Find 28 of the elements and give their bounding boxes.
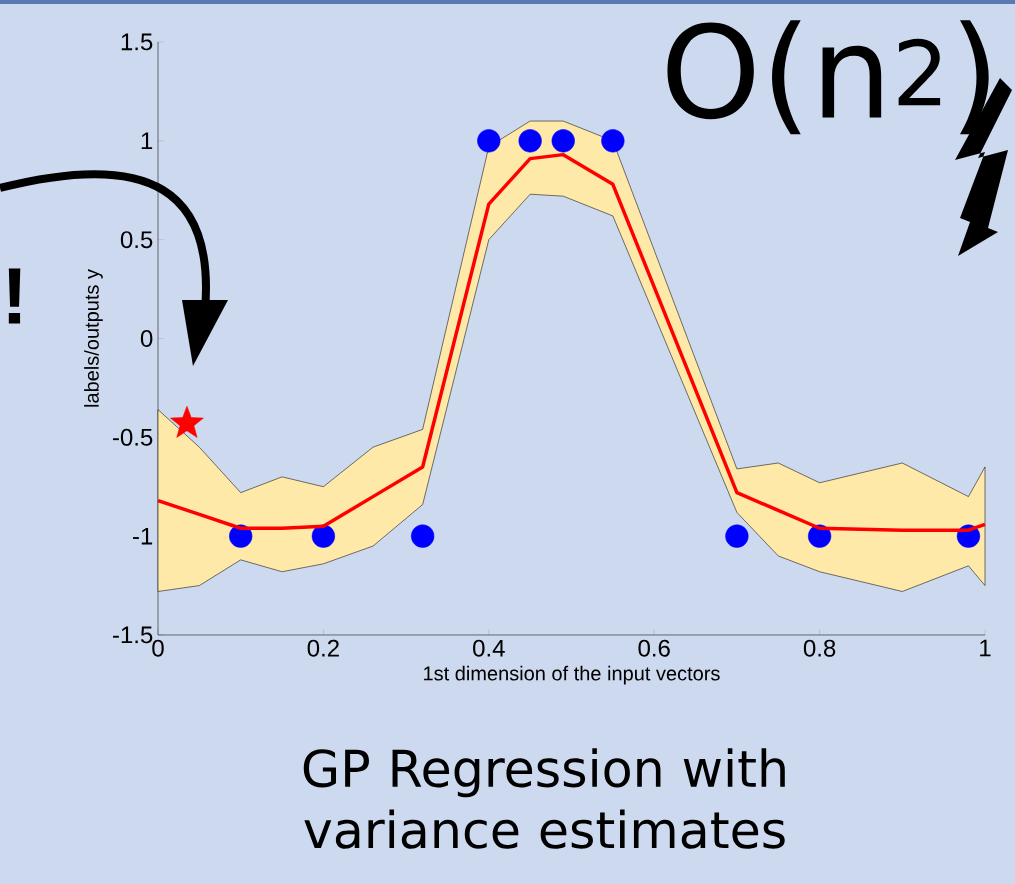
text: ! — [8, 268, 21, 324]
text: GP Regression with variance estimates — [303, 748, 785, 849]
x-tick-label: 0 — [152, 639, 164, 657]
y-tick-label: 0 — [140, 329, 153, 347]
point — [229, 524, 253, 548]
y-tick-label: -1 — [133, 527, 153, 545]
annotation: O(n$^{2}$) — [667, 20, 989, 135]
point — [170, 405, 204, 438]
point — [551, 129, 575, 153]
y-tick-label: -0.5 — [113, 428, 153, 446]
point — [477, 129, 501, 153]
x-axis-title: 1st dimension of the input vectors — [424, 665, 720, 685]
y-axis-title: labels/outputs y — [84, 269, 103, 407]
y-tick-label: -1.5 — [113, 626, 153, 644]
point — [311, 524, 335, 548]
point — [518, 129, 542, 153]
x-tick-label: 0.6 — [638, 639, 670, 657]
y-tick-label: 1.5 — [121, 33, 153, 51]
point — [601, 129, 625, 153]
y-tick-label: 1 — [141, 132, 153, 150]
x-tick-label: 1 — [980, 639, 991, 657]
point — [725, 524, 749, 548]
point — [411, 524, 435, 548]
x-tick-label: 0.8 — [803, 639, 836, 657]
y-tick-label: 0.5 — [120, 231, 153, 249]
point — [808, 524, 832, 548]
x-tick-label: 0.4 — [473, 639, 505, 657]
x-tick-label: 0.2 — [307, 639, 339, 657]
